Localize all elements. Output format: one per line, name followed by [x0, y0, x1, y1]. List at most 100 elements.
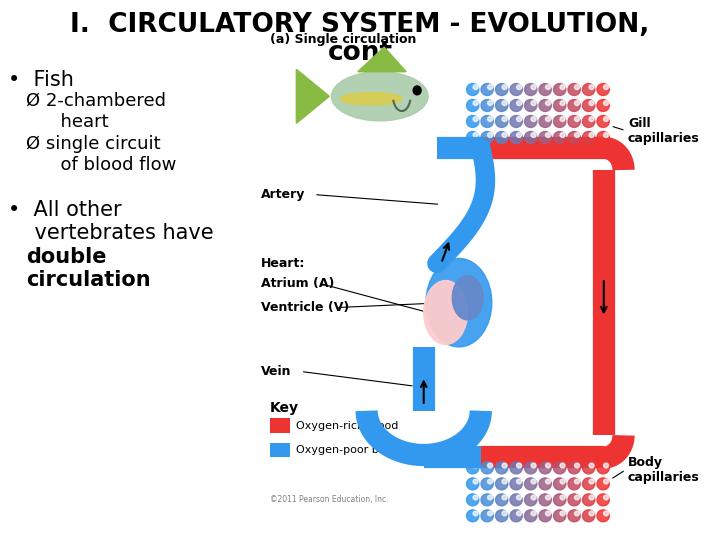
- Ellipse shape: [575, 100, 580, 105]
- Ellipse shape: [582, 478, 595, 490]
- Ellipse shape: [554, 131, 566, 144]
- Ellipse shape: [516, 495, 521, 500]
- Ellipse shape: [589, 495, 594, 500]
- Ellipse shape: [495, 116, 508, 127]
- Ellipse shape: [487, 511, 492, 516]
- Ellipse shape: [495, 510, 508, 522]
- Ellipse shape: [589, 511, 594, 516]
- Ellipse shape: [467, 116, 479, 127]
- Ellipse shape: [597, 510, 609, 522]
- Ellipse shape: [516, 133, 521, 138]
- Text: Ø single circuit
      of blood flow: Ø single circuit of blood flow: [26, 135, 176, 174]
- Text: Oxygen-rich blood: Oxygen-rich blood: [297, 421, 399, 430]
- Ellipse shape: [539, 84, 552, 96]
- Ellipse shape: [467, 510, 479, 522]
- Text: Key: Key: [270, 401, 299, 415]
- Text: •  Fish: • Fish: [8, 70, 74, 90]
- Ellipse shape: [473, 117, 478, 122]
- Ellipse shape: [495, 478, 508, 490]
- Ellipse shape: [597, 494, 609, 506]
- Circle shape: [413, 86, 421, 95]
- Ellipse shape: [554, 116, 566, 127]
- Text: Gill
capillaries: Gill capillaries: [628, 117, 700, 145]
- Ellipse shape: [524, 478, 537, 490]
- Ellipse shape: [510, 478, 522, 490]
- Ellipse shape: [568, 116, 580, 127]
- Ellipse shape: [597, 116, 609, 127]
- Ellipse shape: [575, 511, 580, 516]
- Ellipse shape: [546, 479, 551, 484]
- Text: Atrium (A): Atrium (A): [261, 276, 335, 289]
- Ellipse shape: [554, 478, 566, 490]
- Ellipse shape: [502, 463, 507, 468]
- Text: Ventricle (V): Ventricle (V): [261, 301, 349, 314]
- Ellipse shape: [481, 116, 493, 127]
- Ellipse shape: [582, 131, 595, 144]
- Ellipse shape: [603, 463, 608, 468]
- Ellipse shape: [531, 511, 536, 516]
- Ellipse shape: [589, 85, 594, 90]
- Text: double
circulation: double circulation: [26, 247, 150, 290]
- Ellipse shape: [531, 133, 536, 138]
- Ellipse shape: [524, 84, 537, 96]
- Ellipse shape: [495, 494, 508, 506]
- Ellipse shape: [510, 116, 522, 127]
- Ellipse shape: [502, 117, 507, 122]
- Ellipse shape: [589, 133, 594, 138]
- Ellipse shape: [554, 84, 566, 96]
- Ellipse shape: [575, 133, 580, 138]
- Ellipse shape: [589, 479, 594, 484]
- Ellipse shape: [481, 510, 493, 522]
- Ellipse shape: [502, 495, 507, 500]
- Ellipse shape: [531, 100, 536, 105]
- Ellipse shape: [516, 463, 521, 468]
- Ellipse shape: [524, 131, 537, 144]
- Ellipse shape: [546, 85, 551, 90]
- Ellipse shape: [510, 99, 522, 111]
- Text: Artery: Artery: [261, 188, 305, 201]
- Ellipse shape: [560, 85, 565, 90]
- Ellipse shape: [531, 479, 536, 484]
- Ellipse shape: [568, 478, 580, 490]
- Ellipse shape: [568, 131, 580, 144]
- Ellipse shape: [495, 99, 508, 111]
- Ellipse shape: [331, 72, 428, 121]
- Ellipse shape: [531, 495, 536, 500]
- Ellipse shape: [510, 494, 522, 506]
- Text: (a) Single circulation: (a) Single circulation: [270, 33, 416, 46]
- Ellipse shape: [560, 495, 565, 500]
- Text: Ø 2-chambered
      heart: Ø 2-chambered heart: [26, 92, 166, 131]
- Ellipse shape: [467, 131, 479, 144]
- Ellipse shape: [510, 510, 522, 522]
- Ellipse shape: [467, 494, 479, 506]
- Text: Oxygen-poor blood: Oxygen-poor blood: [297, 445, 403, 455]
- Ellipse shape: [481, 478, 493, 490]
- Ellipse shape: [481, 84, 493, 96]
- Ellipse shape: [524, 462, 537, 474]
- Ellipse shape: [524, 494, 537, 506]
- Text: •  All other
    vertebrates have: • All other vertebrates have: [8, 200, 214, 243]
- Ellipse shape: [603, 85, 608, 90]
- Ellipse shape: [487, 133, 492, 138]
- Ellipse shape: [589, 100, 594, 105]
- Ellipse shape: [546, 100, 551, 105]
- Ellipse shape: [467, 462, 479, 474]
- Ellipse shape: [554, 510, 566, 522]
- Ellipse shape: [603, 133, 608, 138]
- Ellipse shape: [568, 462, 580, 474]
- Ellipse shape: [424, 281, 468, 345]
- Ellipse shape: [546, 495, 551, 500]
- Ellipse shape: [481, 99, 493, 111]
- Ellipse shape: [481, 131, 493, 144]
- Ellipse shape: [495, 131, 508, 144]
- Ellipse shape: [510, 131, 522, 144]
- Text: cont: cont: [328, 40, 392, 66]
- Ellipse shape: [495, 462, 508, 474]
- Ellipse shape: [568, 494, 580, 506]
- Ellipse shape: [510, 462, 522, 474]
- Ellipse shape: [568, 510, 580, 522]
- Ellipse shape: [546, 511, 551, 516]
- Ellipse shape: [487, 85, 492, 90]
- Ellipse shape: [452, 275, 483, 320]
- Ellipse shape: [341, 92, 402, 105]
